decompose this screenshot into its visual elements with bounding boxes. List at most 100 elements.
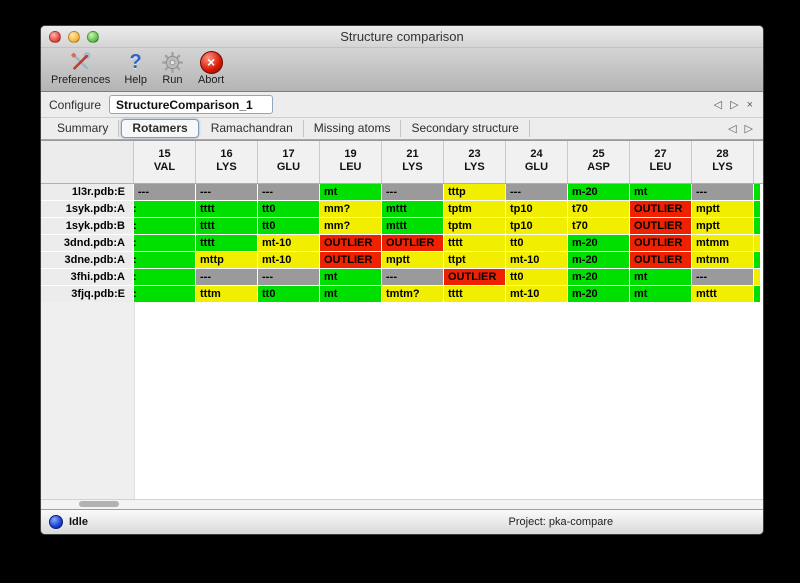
row-label[interactable]: 1l3r.pdb:E [41,184,133,200]
rotamer-cell[interactable]: --- [506,184,567,200]
rotamer-cell[interactable]: tttt [444,286,505,302]
rotamer-cell[interactable]: tt0 [506,269,567,285]
rotamer-cell[interactable]: tmtm? [382,286,443,302]
rotamer-cell[interactable]: mm? [320,201,381,217]
abort-button[interactable]: × Abort [198,50,224,86]
rotamer-cell[interactable]: tttt [196,201,257,217]
tab-secondary-structure[interactable]: Secondary structure [401,120,530,137]
rotamer-cell[interactable]: mptt [382,252,443,268]
rotamer-cell[interactable]: m-20 [568,269,629,285]
rotamer-cell[interactable]: mm? [320,218,381,234]
tab-missing-atoms[interactable]: Missing atoms [304,120,402,137]
rotamer-cell[interactable]: --- [196,184,257,200]
row-label[interactable]: 3dne.pdb:A [41,252,133,268]
rotamer-cell[interactable]: tttt [196,235,257,251]
rotamer-cell[interactable]: --- [258,184,319,200]
column-header[interactable]: 17 GLU [258,141,319,183]
column-header[interactable]: 15 VAL [134,141,195,183]
rotamer-cell[interactable]: tttt [196,218,257,234]
rotamer-cell[interactable]: OUTLIER [630,252,691,268]
horizontal-scrollbar-thumb[interactable] [79,501,119,507]
rotamer-cell[interactable]: tt0 [506,235,567,251]
rotamer-cell[interactable]: mt [630,269,691,285]
tab-rotamers[interactable]: Rotamers [121,119,199,138]
rotamer-cell[interactable]: --- [692,184,753,200]
rotamer-cell[interactable]: tttm [196,286,257,302]
rotamer-cell[interactable]: OUTLIER [320,235,381,251]
rotamer-cell[interactable]: mttt [692,286,753,302]
rotamer-cell[interactable]: OUTLIER [630,235,691,251]
back-arrow-icon[interactable]: ◁ [713,99,723,111]
rotamer-cell[interactable]: mt-10 [258,235,319,251]
rotamer-cell[interactable]: : [134,269,195,285]
rotamer-cell[interactable]: mtmm [692,252,753,268]
row-label[interactable]: 3fjq.pdb:E [41,286,133,302]
row-label[interactable]: 3fhi.pdb:A [41,269,133,285]
rotamer-cell[interactable]: tptm [444,218,505,234]
rotamer-cell[interactable]: mt [630,286,691,302]
forward-arrow-icon[interactable]: ▷ [730,99,739,111]
minimize-window-icon[interactable] [68,30,80,43]
rotamer-cell[interactable]: --- [382,184,443,200]
rotamer-cell[interactable]: OUTLIER [630,201,691,217]
rotamer-cell[interactable]: t70 [568,201,629,217]
close-icon[interactable]: × [746,98,753,111]
rotamer-cell[interactable]: --- [196,269,257,285]
rotamer-cell[interactable]: mt-10 [258,252,319,268]
rotamer-cell[interactable]: mt [320,286,381,302]
rotamer-cell[interactable]: tptm [444,201,505,217]
rotamer-cell[interactable]: : [134,235,195,251]
rotamer-cell[interactable]: --- [692,269,753,285]
rotamer-cell[interactable]: tt0 [258,201,319,217]
column-header[interactable]: 28 LYS [692,141,753,183]
column-header[interactable]: 27 LEU [630,141,691,183]
rotamer-cell[interactable]: mttt [382,201,443,217]
back-arrow-icon[interactable]: ◁ [728,123,737,135]
rotamer-cell[interactable]: mt-10 [506,286,567,302]
column-header[interactable]: 25 ASP [568,141,629,183]
rotamer-cell[interactable]: mttp [196,252,257,268]
rotamer-cell[interactable]: : [134,252,195,268]
rotamer-cell[interactable]: --- [258,269,319,285]
rotamer-cell[interactable]: mt-10 [506,252,567,268]
rotamer-cell[interactable]: --- [134,184,195,200]
rotamer-cell[interactable]: : [134,286,195,302]
rotamer-cell[interactable]: mttt [382,218,443,234]
rotamer-cell[interactable]: tt0 [258,218,319,234]
rotamer-cell[interactable]: ttpt [444,252,505,268]
rotamer-cell[interactable]: m-20 [568,235,629,251]
rotamer-cell[interactable]: : [134,218,195,234]
configure-name-input[interactable] [109,95,274,114]
rotamer-cell[interactable]: mptt [692,201,753,217]
rotamer-cell[interactable]: mt [320,184,381,200]
rotamer-cell[interactable]: mt [630,184,691,200]
rotamer-cell[interactable]: : [134,201,195,217]
tab-ramachandran[interactable]: Ramachandran [201,120,304,137]
rotamer-cell[interactable]: m-20 [568,286,629,302]
row-label[interactable]: 1syk.pdb:A [41,201,133,217]
row-label[interactable]: 3dnd.pdb:A [41,235,133,251]
forward-arrow-icon[interactable]: ▷ [744,123,753,135]
rotamer-cell[interactable]: OUTLIER [630,218,691,234]
rotamer-cell[interactable]: mptt [692,218,753,234]
rotamer-cell[interactable]: OUTLIER [382,235,443,251]
rotamer-cell[interactable]: t70 [568,218,629,234]
rotamer-cell[interactable]: tttt [444,235,505,251]
run-button[interactable]: Run [161,50,184,86]
zoom-window-icon[interactable] [87,30,99,43]
rotamer-cell[interactable]: tt0 [258,286,319,302]
rotamer-cell[interactable]: m-20 [568,184,629,200]
close-window-icon[interactable] [49,30,61,43]
rotamer-cell[interactable]: mt [320,269,381,285]
rotamer-cell[interactable]: tttp [444,184,505,200]
column-header[interactable]: 16 LYS [196,141,257,183]
title-bar[interactable]: Structure comparison [41,26,763,48]
rotamer-cell[interactable]: m-20 [568,252,629,268]
rotamer-cell[interactable]: --- [382,269,443,285]
column-header[interactable]: 19 LEU [320,141,381,183]
rotamer-cell[interactable]: mtmm [692,235,753,251]
horizontal-scrollbar[interactable] [41,499,763,509]
rotamer-cell[interactable]: tp10 [506,218,567,234]
column-header[interactable]: 24 GLU [506,141,567,183]
rotamer-cell[interactable]: tp10 [506,201,567,217]
